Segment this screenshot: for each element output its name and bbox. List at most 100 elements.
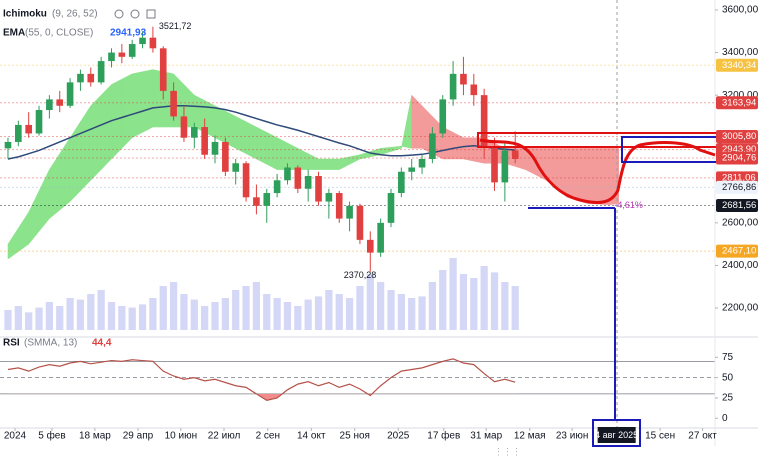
x-tick-label: 14 окт — [297, 431, 326, 442]
volume-bar — [252, 282, 261, 330]
rsi-tick-label: 75 — [722, 352, 734, 363]
resize-handle[interactable]: ⋮⋮⋮ — [494, 446, 521, 456]
x-tick-label: 22 июл — [208, 431, 241, 442]
candle-body — [211, 141, 219, 155]
indicator-value: 44,4 — [92, 338, 112, 349]
volume-bar — [149, 298, 157, 330]
price-tag-label: 2811,06 — [722, 172, 756, 183]
indicator-params: (55, 0, CLOSE) — [25, 28, 93, 39]
axes: 3600,00 3400,00 3200,00 2600,00 2400,00 2200,… — [4, 5, 758, 443]
x-tick-label: 12 мая — [514, 431, 546, 442]
volume-bar — [107, 302, 116, 330]
cloud-segment — [131, 71, 143, 139]
icon[interactable] — [114, 9, 124, 19]
candle-body — [408, 167, 416, 172]
y-tick-label: 3400,00 — [722, 47, 758, 58]
cloud-segment — [256, 126, 268, 165]
candle-body — [15, 124, 22, 142]
indicator-params: (9, 26, 52) — [52, 9, 98, 20]
candle-body — [346, 205, 353, 219]
candle-body — [35, 110, 43, 134]
candle-body — [190, 127, 198, 138]
volume-bar — [169, 282, 178, 330]
rsi-tick-label: 0 — [722, 413, 728, 424]
candle-body — [180, 116, 188, 138]
candle-body — [108, 52, 115, 62]
price-tag — [716, 58, 758, 72]
candle-body — [304, 176, 312, 189]
volume-bar — [190, 299, 198, 330]
candle-body — [253, 197, 260, 206]
rsi-tick-label: 25 — [722, 393, 734, 404]
candle-body — [511, 150, 519, 159]
candle-body — [439, 99, 447, 134]
y-tick-label: 2600,00 — [722, 217, 758, 228]
candle-body — [315, 176, 322, 202]
x-tick-label: 10 июн — [165, 431, 198, 442]
x-tick-label: 2 сен — [256, 431, 280, 442]
volume-bar — [304, 299, 312, 330]
icon[interactable] — [130, 9, 140, 19]
volume-bar — [470, 278, 478, 330]
price-tag — [716, 96, 758, 110]
candle-body — [118, 52, 126, 57]
cloud-segment — [100, 83, 112, 171]
volume-bar — [387, 290, 395, 330]
volume-bar — [449, 258, 457, 330]
cloud-segment — [121, 73, 133, 149]
candle-body — [273, 180, 281, 194]
cloud-segment — [90, 94, 102, 181]
volume-bar — [138, 304, 147, 330]
price-tag — [716, 151, 758, 165]
volume-bar — [263, 294, 271, 330]
crosshair-label: 4 авг 2025 — [595, 430, 638, 440]
icon[interactable] — [146, 9, 156, 19]
indicator-name: Ichimoku — [3, 9, 47, 20]
indicator-name: RSI — [3, 338, 20, 349]
volume-bar — [35, 307, 43, 330]
candle-body — [377, 222, 384, 253]
x-tick-label: 18 мар — [79, 431, 111, 442]
volume-bar — [4, 310, 12, 330]
x-tick-label: 31 мар — [470, 431, 502, 442]
blue-box — [592, 419, 641, 447]
price-tag-label: 2467,10 — [722, 246, 756, 257]
price-tag-label: 2681,56 — [722, 200, 756, 211]
volume-bar — [501, 282, 509, 330]
rsi-tick-label: 50 — [722, 372, 734, 383]
candle-body — [46, 99, 53, 111]
legend: Ichimoku (9, 26, 52) EMA (55, 0, CLOSE) … — [3, 9, 521, 457]
candle-body — [77, 73, 84, 83]
volume-bar — [128, 307, 136, 330]
cloud-segment — [566, 148, 578, 201]
x-tick-label: 2025 — [387, 431, 410, 442]
red-drawing — [479, 138, 716, 204]
indicator-params: (SMMA, 13) — [24, 338, 77, 349]
price-tag — [716, 180, 758, 194]
drawings — [477, 0, 721, 447]
volume-bar — [459, 274, 468, 330]
cloud-segment — [194, 94, 205, 133]
volume-bar — [480, 266, 488, 330]
volume-bar — [294, 306, 302, 330]
candle-body — [87, 73, 95, 83]
candle-body — [66, 82, 74, 106]
volume-bar — [76, 299, 85, 330]
annotation: 3521,72 — [159, 21, 192, 31]
candle-body — [170, 90, 177, 117]
volume-bar — [201, 306, 209, 330]
volume-bar — [211, 302, 219, 330]
candle-body — [356, 205, 364, 240]
cloud-segment — [142, 69, 154, 133]
crosshair-label-bg — [597, 427, 636, 443]
cloud-segment — [245, 121, 257, 160]
candle-body — [418, 158, 426, 168]
y-tick-label: 2200,00 — [722, 303, 758, 314]
volume-bar — [232, 290, 240, 330]
candle-body — [149, 37, 157, 49]
candle-body — [387, 193, 395, 223]
volume-bar — [97, 290, 105, 330]
volume-bar — [408, 298, 416, 330]
volume-bar — [273, 298, 281, 330]
